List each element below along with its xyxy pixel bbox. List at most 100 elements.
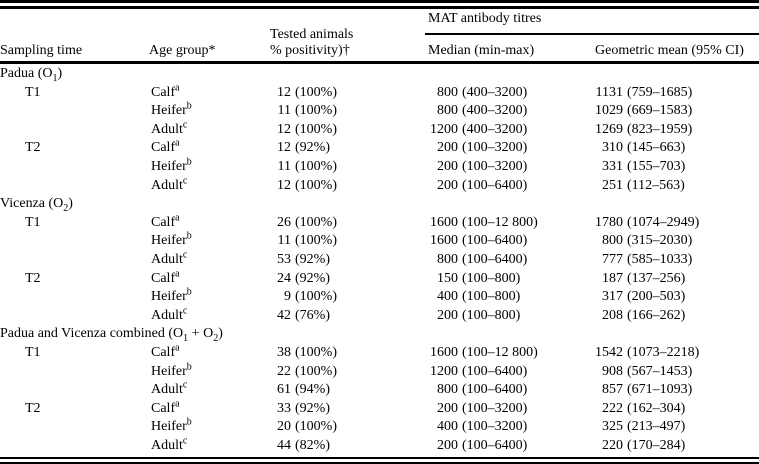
tested-animals-cell: 33 (92%) [270,400,425,419]
sampling-time-cell: T2 [25,270,41,286]
geometric-mean-cell: 331 (155–703) [585,158,759,177]
section-title-combined: Padua and Vicenza combined (O1 + O2) [0,325,759,344]
table-row: T1 Calfa 12 (100%) 800 (400–3200) 1131 (759–168… [0,82,759,103]
median-min-max: (100–6400) [462,177,528,193]
sampling-time-cell [0,232,148,251]
tested-count: 38 [277,344,291,360]
median-titre-cell: 800 (400–3200) [425,102,585,121]
median-value: 1200 [430,363,458,379]
sampling-time-cell: T1 [25,344,41,360]
sampling-time-cell [0,251,148,270]
positivity-percent: (100%) [295,233,337,249]
age-group-label: Heifer [151,158,187,174]
positivity-percent: (92%) [295,140,330,156]
age-group-cell: Calfa [148,342,270,363]
geometric-mean-cell: 317 (200–503) [585,288,759,307]
geometric-mean-value: 1029 [595,103,623,119]
geometric-mean-value: 777 [602,251,623,267]
age-group-footnote-mark: a [175,342,180,354]
median-min-max: (100–6400) [462,233,528,249]
age-group-label: Calf [151,400,176,416]
median-titre-cell: 150 (100–800) [425,270,585,289]
positivity-percent: (94%) [295,382,330,398]
section-title-text: Padua and Vicenza combined (O [0,326,184,342]
positivity-percent: (92%) [295,270,330,286]
geometric-mean-ci: (112–563) [627,177,685,193]
median-titre-cell: 200 (100–3200) [425,139,585,158]
table-row: T2 Calfa 24 (92%) 150 (100–800) 187 (137–256) [0,268,759,289]
tested-count: 22 [277,363,291,379]
median-min-max: (100–12 800) [462,214,538,230]
geometric-mean-cell: 908 (567–1453) [585,363,759,382]
column-header-positivity-line2: % positivity)† [270,43,350,58]
age-group-cell: Calfa [148,138,270,158]
tested-animals-cell: 9 (100%) [270,288,425,307]
section-rows-padua: T1 Calfa 12 (100%) 800 (400–3200) 1131 (759–168… [0,82,759,196]
age-group-footnote-mark: b [186,156,192,168]
median-value: 800 [437,84,458,100]
section-combined: Padua and Vicenza combined (O1 + O2) T1 C… [0,325,759,455]
median-titre-cell: 400 (100–800) [425,288,585,307]
age-group-label: Adult [151,307,183,323]
median-min-max: (400–3200) [462,103,528,119]
age-group-cell: Heiferb [148,156,270,177]
tested-count: 12 [277,140,291,156]
section-title-text: Vicenza (O [0,196,64,212]
geometric-mean-value: 1542 [595,344,623,360]
sampling-time-cell: T2 [25,400,41,416]
median-titre-cell: 1600 (100–6400) [425,232,585,251]
table-row: Heiferb 22 (100%) 1200 (100–6400) 908 (567–145… [0,361,759,382]
subscript: 1 [52,72,58,84]
age-group-cell: Adultc [148,435,270,456]
column-header-age-group: Age group* [149,43,216,58]
table-row: Heiferb 11 (100%) 200 (100–3200) 331 (155–703) [0,156,759,177]
mat-antibody-titres-group: MAT antibody titres Median (min-max) Geo… [425,9,759,61]
median-titre-cell: 1200 (100–6400) [425,363,585,382]
tested-count: 20 [277,419,291,435]
geometric-mean-cell: 325 (213–497) [585,418,759,437]
subscript: 1 [183,333,189,345]
sampling-time-cell [0,418,148,437]
age-group-label: Adult [151,251,183,267]
geometric-mean-value: 222 [602,400,623,416]
median-titre-cell: 1200 (400–3200) [425,121,585,140]
sampling-time-cell [0,102,148,121]
age-group-label: Heifer [151,233,187,249]
median-min-max: (400–3200) [462,121,528,137]
geometric-mean-ci: (585–1033) [627,251,693,267]
median-min-max: (100–800) [462,289,521,305]
geometric-mean-cell: 1780 (1074–2949) [585,214,759,233]
median-value: 800 [437,251,458,267]
median-value: 200 [437,307,458,323]
age-group-cell: Heiferb [148,101,270,121]
table-row: Adultc 42 (76%) 200 (100–800) 208 (166–262) [0,306,759,326]
sampling-time-cell: T1 [25,214,41,230]
positivity-percent: (100%) [295,177,337,193]
section-rows-vicenza: T1 Calfa 26 (100%) 1600 (100–12 800) 1780 (1074… [0,213,759,326]
age-group-cell: Adultc [148,250,270,270]
table-row: T2 Calfa 12 (92%) 200 (100–3200) 310 (145–663) [0,138,759,158]
tested-count: 12 [277,177,291,193]
table-row: T1 Calfa 38 (100%) 1600 (100–12 800) 1542 (1073… [0,342,759,363]
geometric-mean-value: 310 [602,140,623,156]
tested-animals-cell: 42 (76%) [270,307,425,326]
tested-count: 11 [277,103,291,119]
tested-count: 44 [277,437,291,453]
table-top-double-rule [0,0,759,9]
section-title-text: ) [218,326,223,342]
geometric-mean-ci: (671–1093) [627,382,693,398]
geometric-mean-value: 325 [602,419,623,435]
median-titre-cell: 200 (100–3200) [425,158,585,177]
positivity-percent: (76%) [295,307,330,323]
geometric-mean-cell: 1269 (823–1959) [585,121,759,140]
age-group-footnote-mark: c [182,119,188,131]
geometric-mean-cell: 777 (585–1033) [585,251,759,270]
positivity-percent: (100%) [295,344,337,360]
tested-animals-cell: 11 (100%) [270,158,425,177]
age-group-footnote-mark: c [182,435,188,447]
age-group-cell: Calfa [148,399,270,419]
age-group-cell: Adultc [148,119,270,140]
geometric-mean-cell: 220 (170–284) [585,437,759,456]
median-min-max: (100–800) [462,307,521,323]
median-value: 1200 [430,121,458,137]
